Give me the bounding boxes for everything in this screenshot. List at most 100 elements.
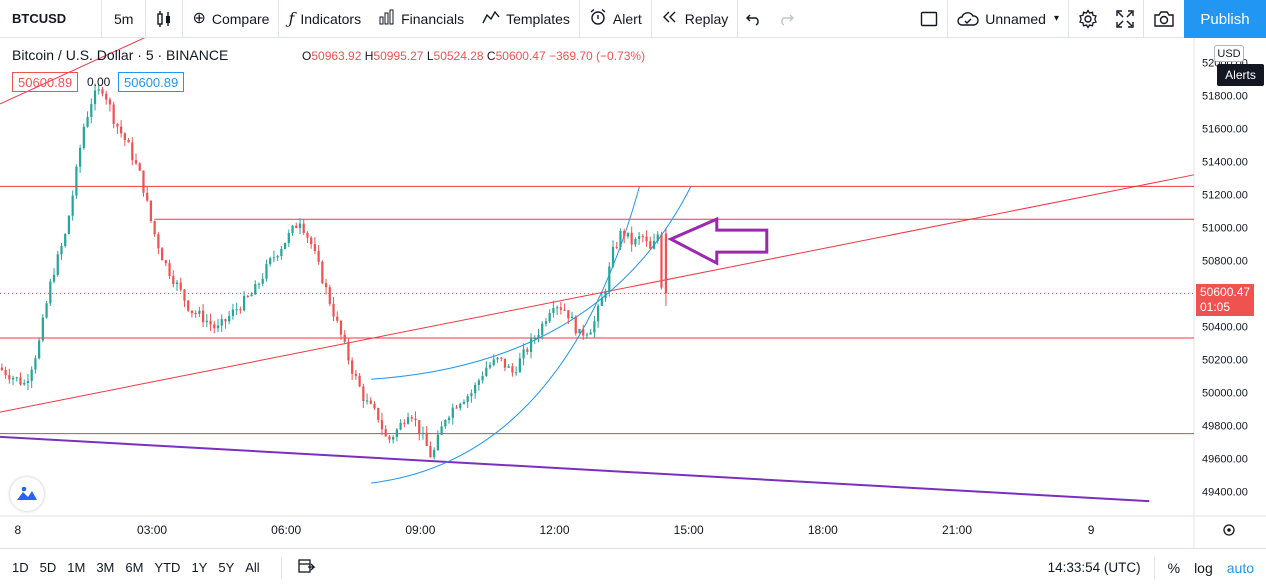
candle-body	[41, 317, 44, 341]
candle-body	[276, 256, 279, 258]
candle-body	[522, 349, 525, 359]
currency-button[interactable]: USD	[1214, 45, 1244, 62]
buy-button[interactable]: 50600.89	[118, 72, 184, 92]
candle-body	[82, 126, 85, 148]
range-5d[interactable]: 5D	[39, 560, 57, 575]
sell-button[interactable]: 50600.89	[12, 72, 78, 92]
range-5y[interactable]: 5Y	[218, 560, 235, 575]
indicators-button[interactable]: ƒ Indicators	[279, 0, 370, 38]
candle-body	[250, 294, 253, 297]
divider	[145, 0, 147, 38]
price-tick-label: 49800.00	[1202, 420, 1248, 432]
redo-button[interactable]	[770, 0, 802, 38]
rewind-icon	[661, 9, 679, 29]
candle-body	[641, 236, 644, 238]
range-all[interactable]: All	[245, 560, 260, 575]
time-axis-settings-button[interactable]	[1223, 524, 1235, 536]
financials-button[interactable]: Financials	[370, 0, 473, 38]
candle-body	[462, 401, 466, 404]
high-label: H	[364, 49, 374, 63]
alert-button[interactable]: Alert	[580, 0, 651, 38]
candle-body	[403, 422, 406, 424]
time-tick-label: 18:00	[808, 523, 838, 537]
open-label: O	[302, 49, 312, 63]
candle-body	[313, 244, 317, 252]
candles	[0, 83, 668, 460]
range-ytd[interactable]: YTD	[154, 560, 181, 575]
candle-body	[239, 309, 242, 311]
layout-name-button[interactable]: Unnamed ▾	[948, 0, 1068, 38]
logo-icon	[17, 486, 37, 500]
candle-body	[15, 377, 18, 379]
time-axis-ticks: 8 03:00 06:00 09:00 12:00 15:00 18:00 21:00 9	[15, 523, 1095, 537]
candle-body	[220, 319, 223, 326]
candle-body	[664, 233, 668, 294]
price-chart[interactable]: 52000.0051800.0051600.0051400.0051200.00…	[0, 38, 1266, 548]
snapshot-button[interactable]	[1144, 0, 1184, 38]
purple-trendline	[0, 435, 1150, 503]
candle-body	[485, 367, 488, 376]
candle-body	[123, 133, 126, 141]
alarm-clock-icon	[589, 8, 607, 30]
candle-body	[526, 349, 529, 352]
compare-label: Compare	[211, 10, 270, 27]
range-3m[interactable]: 3M	[96, 560, 115, 575]
change-value: −369.70 (−0.73%)	[549, 49, 646, 63]
range-1y[interactable]: 1Y	[191, 560, 208, 575]
fullscreen-button[interactable]	[1107, 0, 1143, 38]
templates-button[interactable]: Templates	[473, 0, 579, 38]
goto-date-button[interactable]	[292, 558, 322, 577]
candle-body	[38, 340, 41, 359]
replay-button[interactable]: Replay	[652, 0, 738, 38]
undo-button[interactable]	[738, 0, 770, 38]
candle-body	[134, 160, 138, 164]
candle-body	[399, 422, 402, 430]
fullscreen-layout-button[interactable]	[911, 0, 947, 38]
bar-chart-icon	[379, 9, 395, 29]
square-icon	[921, 11, 938, 26]
auto-toggle[interactable]: auto	[1226, 559, 1254, 576]
settings-button[interactable]	[1069, 0, 1107, 38]
candle-body	[67, 215, 71, 235]
range-1m[interactable]: 1M	[67, 560, 86, 575]
calendar-arrow-icon	[298, 559, 316, 573]
utc-clock[interactable]: 14:33:54 (UTC)	[1047, 560, 1141, 575]
candle-body	[190, 310, 194, 314]
divider	[1143, 0, 1144, 38]
candle-body	[567, 310, 570, 319]
candle-body	[235, 309, 238, 311]
interval-button[interactable]: 5m	[102, 0, 145, 38]
range-1d[interactable]: 1D	[12, 560, 29, 575]
candle-body	[414, 418, 417, 421]
range-6m[interactable]: 6M	[125, 560, 144, 575]
tradingview-logo[interactable]	[10, 477, 44, 511]
candle-body	[261, 278, 264, 284]
blue-arc-outer	[371, 186, 692, 380]
candle-body	[317, 251, 320, 262]
log-toggle[interactable]: log	[1194, 559, 1213, 576]
time-tick-label: 9	[1088, 523, 1095, 537]
candle-body	[49, 281, 52, 304]
candle-body	[645, 236, 648, 242]
time-tick-label: 09:00	[405, 523, 435, 537]
candle-body	[146, 192, 149, 201]
candle-body	[26, 380, 30, 383]
candle-body	[127, 140, 130, 143]
compare-button[interactable]: ⊕ Compare	[183, 0, 278, 38]
publish-button[interactable]: Publish	[1184, 0, 1266, 38]
candle-body	[287, 233, 290, 243]
candle-body	[30, 369, 33, 381]
drawings	[0, 38, 1195, 503]
candle-body	[306, 232, 309, 238]
candle-body	[112, 104, 115, 124]
candle-body	[436, 434, 439, 450]
symbol-search[interactable]: BTCUSD	[0, 0, 102, 38]
symbol-legend: Bitcoin / U.S. Dollar · 5 · BINANCE	[12, 47, 228, 63]
candle-body	[108, 99, 112, 105]
percent-toggle[interactable]: %	[1167, 559, 1181, 576]
candle-body	[593, 321, 596, 333]
chart-style-button[interactable]	[146, 0, 182, 38]
candle-body	[582, 328, 585, 336]
candle-body	[213, 324, 216, 329]
candle-body	[179, 282, 182, 290]
